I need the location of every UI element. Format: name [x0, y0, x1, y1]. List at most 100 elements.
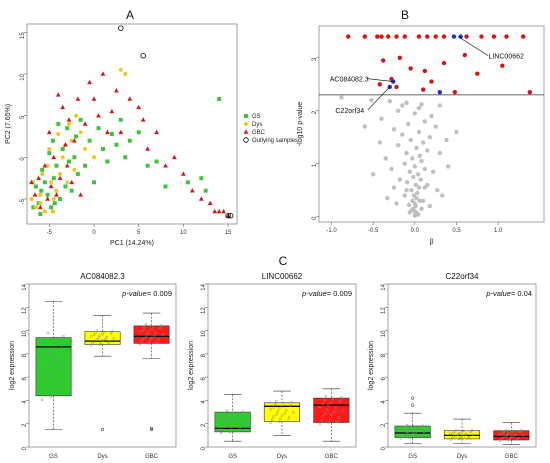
boxplot-ytick-label: 4	[201, 400, 207, 404]
pca-point-gs	[105, 159, 110, 164]
pca-xtick-label: 5	[137, 230, 141, 236]
boxplot-sample-dot	[147, 329, 150, 333]
volcano-point	[396, 108, 401, 114]
boxplot-sample-dot	[220, 431, 223, 435]
boxplot-sample-dot	[324, 412, 327, 415]
boxplot-sample-dot	[498, 432, 502, 436]
volcano-point	[431, 169, 436, 174]
volcano-point	[416, 172, 421, 177]
pca-point-gbc	[87, 79, 92, 85]
boxplot-category-label: GBC	[145, 454, 159, 460]
boxplot-sample-dot	[108, 340, 111, 344]
pca-point-gs	[38, 212, 43, 216]
boxplot-sample-dot	[404, 425, 407, 429]
boxplot-sample-dot	[92, 339, 96, 343]
boxplot-pvalue-value: = 0.009	[327, 289, 352, 298]
volcano-point	[437, 103, 442, 108]
pca-point-gbc	[69, 179, 75, 185]
boxplot-sample-dot	[222, 425, 226, 428]
pca-point-gbc	[105, 129, 110, 135]
pca-point-outlying	[118, 25, 124, 31]
boxplot-ytick-label: 8	[22, 353, 28, 357]
volcano-point	[407, 169, 412, 174]
boxplot-sample-dot	[241, 410, 244, 413]
pca-point-outlying	[140, 53, 146, 59]
boxplot-ylabel: log2 expression	[9, 341, 16, 390]
boxplot-box-gbc	[493, 430, 530, 441]
pca-legend-label: GBC	[252, 130, 266, 136]
boxplot-sample-dot	[43, 350, 47, 354]
volcano-point	[402, 161, 407, 166]
volcano-point	[402, 34, 407, 39]
pca-point-dys	[66, 121, 72, 127]
volcano-point	[521, 34, 526, 39]
volcano-point	[421, 140, 426, 145]
volcano-ytick-label: 2	[312, 110, 318, 114]
volcano-point	[414, 196, 419, 201]
pca-point-gs	[118, 117, 123, 122]
pca-point-dys	[33, 205, 39, 210]
pca-point-gbc	[96, 113, 101, 118]
boxplot-sample-dot	[40, 398, 44, 402]
pca-point-dys	[40, 171, 45, 177]
pca-point-gbc	[163, 163, 168, 168]
boxplot-sample-dot	[460, 435, 464, 438]
pca-point-gs	[203, 188, 208, 193]
boxplot-sample-dot	[400, 437, 403, 440]
boxplot-sample-dot	[272, 406, 275, 409]
volcano-point	[387, 99, 392, 104]
boxplot-category-label: Dys	[277, 454, 287, 460]
boxplot-sample-dot	[98, 334, 101, 337]
volcano-point	[362, 124, 367, 129]
pca-point-gbc	[136, 104, 142, 110]
volcano-point	[441, 34, 447, 39]
volcano-point	[422, 166, 427, 172]
pca-point-gbc	[63, 142, 68, 147]
boxplot-sample-dot	[154, 331, 157, 335]
boxplot-sample-dot	[414, 431, 417, 435]
boxplot-sample-dot	[465, 432, 468, 436]
volcano-xtick-label: -1.0	[326, 228, 337, 234]
boxplot-sample-dot	[318, 423, 322, 426]
boxplot-sample-dot	[150, 328, 153, 331]
boxplot-sample-dot	[158, 327, 162, 330]
boxplot-sample-dot	[318, 405, 322, 409]
volcano-point	[422, 68, 427, 74]
volcano-point	[421, 87, 426, 92]
volcano-point	[421, 198, 426, 203]
volcano-annotation-label: AC084082.3	[330, 77, 369, 84]
volcano-point	[419, 206, 424, 211]
pca-point-gs	[101, 147, 105, 151]
pca-point-gs	[185, 180, 190, 185]
boxplot-sample-dot	[94, 331, 97, 335]
boxplot-sample-dot	[459, 436, 462, 439]
pca-point-dys	[65, 180, 70, 185]
boxplot-ylabel: log2 expression	[368, 341, 375, 390]
volcano-ylabel: -log10 p-value	[297, 102, 304, 146]
boxplot-sample-dot	[407, 430, 410, 433]
pca-ytick-label: 5	[20, 115, 26, 119]
volcano-point	[440, 193, 445, 198]
boxplot-sample-dot	[92, 333, 96, 337]
volcano-plot: -1.0 -0.5 0.0 0.5 1.0 0 1 2 3 β -log10 p-value AC08…	[297, 25, 545, 246]
pca-point-gs	[78, 117, 83, 122]
pca-point-dys	[123, 71, 128, 77]
volcano-annotation-label: LINC00662	[488, 54, 524, 61]
boxplot-sample-dot	[155, 341, 159, 344]
pca-xlabel: PC1 (14.24%)	[110, 240, 154, 247]
pca-point-gbc	[60, 104, 66, 110]
boxplot-sample-dot	[510, 435, 513, 439]
boxplot-sample-dot	[231, 414, 234, 418]
boxplot-sample-dot	[105, 335, 108, 339]
boxplot-sample-dot	[109, 332, 113, 335]
boxplot-sample-dot	[322, 398, 326, 402]
volcano-point	[400, 132, 405, 137]
boxplot-sample-dot	[269, 421, 272, 424]
pca-point-dys	[91, 155, 97, 160]
boxplot-sample-dot	[518, 430, 522, 434]
pca-point-dys	[38, 192, 43, 197]
volcano-point	[441, 60, 447, 66]
boxplot-outlier	[411, 403, 415, 407]
boxplot-sample-dot	[502, 430, 506, 433]
pca-point-dys	[74, 113, 79, 118]
